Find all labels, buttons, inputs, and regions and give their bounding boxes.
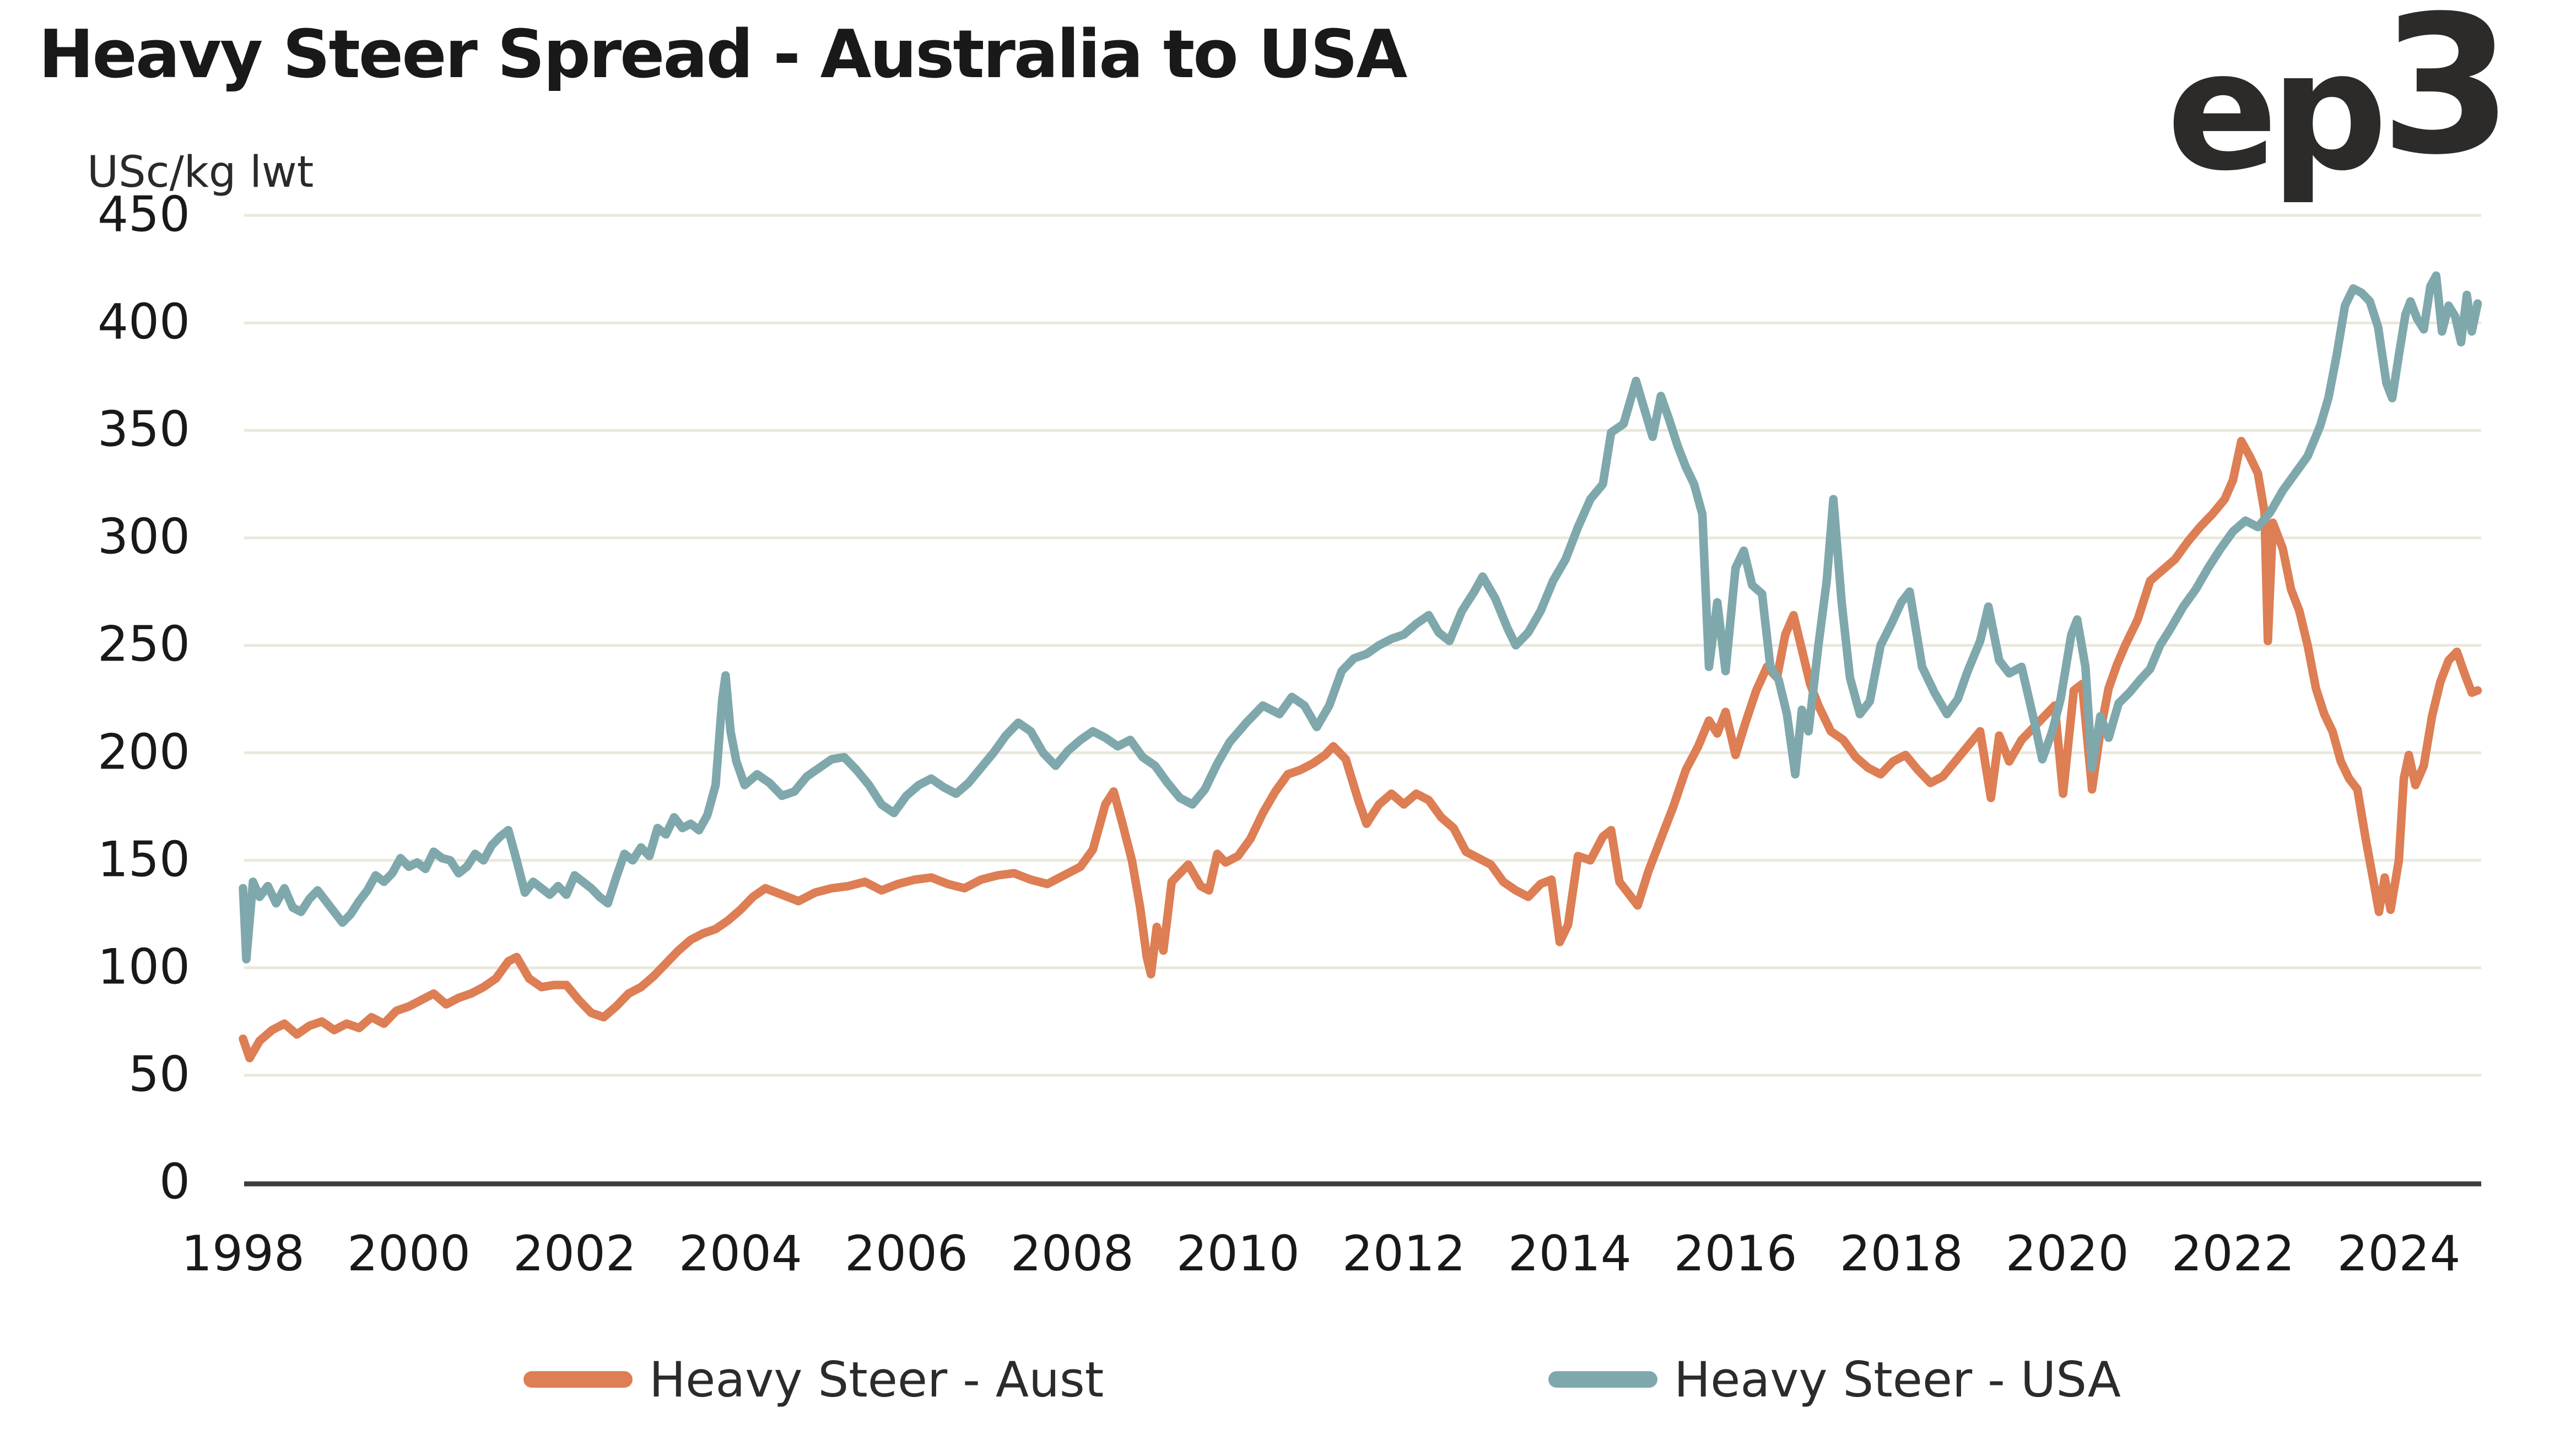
x-axis-label-2008: 2008 <box>1010 1225 1134 1282</box>
x-axis-label-2018: 2018 <box>1839 1225 1963 1282</box>
y-axis-label-400: 400 <box>98 293 190 350</box>
x-axis-label-1998: 1998 <box>181 1225 305 1282</box>
y-axis-label-350: 350 <box>98 400 190 458</box>
ep3-logo-three: 3 <box>2380 0 2513 197</box>
legend-label-usa: Heavy Steer - USA <box>1674 1351 2121 1408</box>
x-axis-label-2012: 2012 <box>1342 1225 1466 1282</box>
x-axis-label-2000: 2000 <box>347 1225 471 1282</box>
x-axis-label-2016: 2016 <box>1673 1225 1797 1282</box>
legend-swatch-aust <box>523 1371 633 1388</box>
x-axis-label-2002: 2002 <box>512 1225 636 1282</box>
legend-label-aust: Heavy Steer - Aust <box>649 1351 1104 1408</box>
ep3-logo: ep3 <box>2167 0 2513 270</box>
x-axis-label-2010: 2010 <box>1176 1225 1300 1282</box>
y-axis-label-300: 300 <box>98 508 190 565</box>
y-axis-label-450: 450 <box>98 186 190 243</box>
x-axis-label-2024: 2024 <box>2337 1225 2461 1282</box>
series-line-aust <box>239 436 2482 1063</box>
x-axis-label-2022: 2022 <box>2171 1225 2295 1282</box>
y-axis-label-50: 50 <box>128 1046 190 1103</box>
x-axis-label-2014: 2014 <box>1508 1225 1632 1282</box>
x-axis-label-2006: 2006 <box>844 1225 968 1282</box>
legend-swatch-usa <box>1548 1371 1657 1388</box>
legend-item-aust: Heavy Steer - Aust <box>523 1349 1104 1410</box>
series-line-usa <box>239 271 2482 964</box>
x-axis-label-2004: 2004 <box>678 1225 802 1282</box>
legend-item-usa: Heavy Steer - USA <box>1548 1349 2121 1410</box>
page-title: Heavy Steer Spread - Australia to USA <box>39 17 1407 93</box>
y-axis-label-100: 100 <box>98 938 190 995</box>
y-axis-label-150: 150 <box>98 831 190 888</box>
y-axis-label-250: 250 <box>98 615 190 673</box>
y-axis-unit-label: USc/kg lwt <box>87 148 314 197</box>
ep3-logo-ep: ep <box>2167 16 2388 207</box>
y-axis-label-200: 200 <box>98 723 190 780</box>
y-axis-label-0: 0 <box>159 1153 190 1210</box>
x-axis-label-2020: 2020 <box>2005 1225 2129 1282</box>
